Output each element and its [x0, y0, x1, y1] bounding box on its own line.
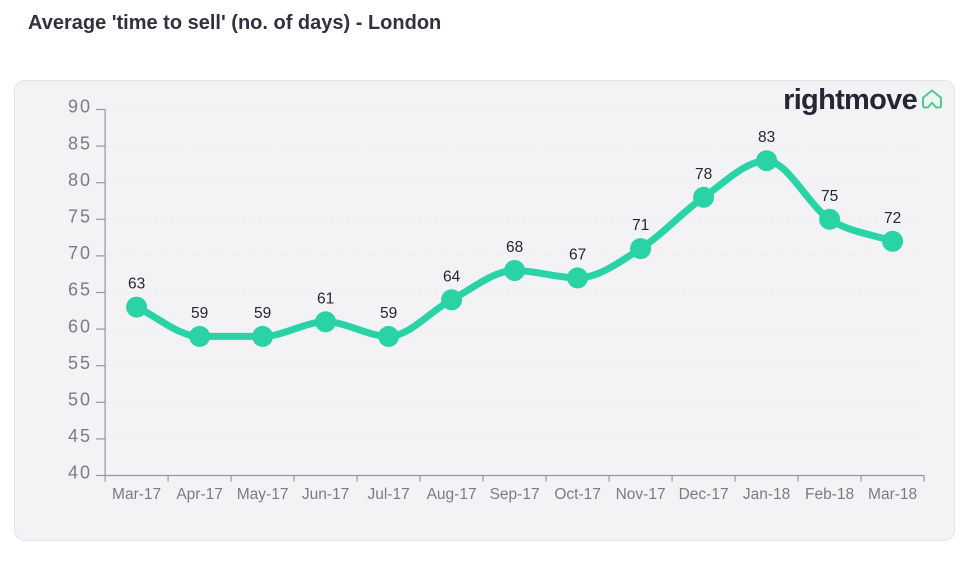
svg-text:63: 63	[128, 276, 145, 293]
svg-text:83: 83	[758, 129, 775, 146]
svg-text:Feb-18: Feb-18	[805, 486, 854, 503]
svg-text:55: 55	[68, 353, 92, 373]
svg-text:61: 61	[317, 290, 334, 307]
svg-text:75: 75	[821, 188, 838, 205]
svg-text:59: 59	[380, 305, 397, 322]
svg-text:75: 75	[68, 207, 92, 227]
svg-text:Jul-17: Jul-17	[367, 486, 409, 503]
svg-text:64: 64	[443, 268, 461, 285]
svg-text:Jun-17: Jun-17	[302, 486, 349, 503]
svg-text:68: 68	[506, 239, 523, 256]
svg-text:78: 78	[695, 166, 712, 183]
svg-text:50: 50	[68, 390, 92, 410]
svg-text:59: 59	[254, 305, 271, 322]
svg-text:Mar-18: Mar-18	[868, 486, 917, 503]
svg-text:59: 59	[191, 305, 208, 322]
svg-text:Dec-17: Dec-17	[679, 486, 729, 503]
svg-text:Nov-17: Nov-17	[616, 486, 666, 503]
svg-text:70: 70	[68, 243, 92, 263]
svg-text:Aug-17: Aug-17	[427, 486, 477, 503]
svg-text:45: 45	[68, 426, 92, 446]
svg-text:65: 65	[68, 280, 92, 300]
svg-text:71: 71	[632, 217, 649, 234]
svg-text:Jan-18: Jan-18	[743, 486, 790, 503]
svg-text:Oct-17: Oct-17	[554, 486, 601, 503]
svg-text:90: 90	[68, 97, 92, 117]
svg-text:Mar-17: Mar-17	[112, 486, 161, 503]
svg-text:80: 80	[68, 170, 92, 190]
svg-text:40: 40	[68, 463, 92, 483]
svg-text:67: 67	[569, 246, 586, 263]
svg-text:Sep-17: Sep-17	[490, 486, 540, 503]
svg-text:60: 60	[68, 316, 92, 336]
svg-text:85: 85	[68, 133, 92, 153]
svg-text:72: 72	[884, 210, 901, 227]
svg-text:Apr-17: Apr-17	[176, 486, 223, 503]
svg-text:May-17: May-17	[237, 486, 289, 503]
